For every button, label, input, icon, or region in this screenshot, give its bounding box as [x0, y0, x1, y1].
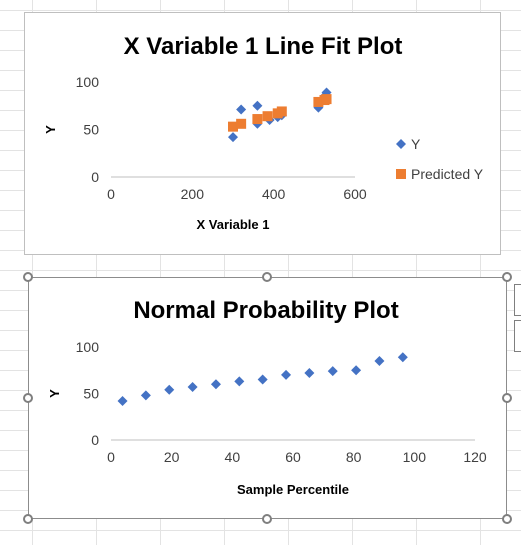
fit-series1-point	[236, 119, 246, 129]
npp-y-tick-label: 50	[83, 386, 99, 402]
npp-series0-point	[141, 390, 151, 400]
fit-legend-label: Y	[411, 136, 421, 152]
line-fit-plot-svg: X Variable 1 Line Fit Plot 0 50 100 0 200 400 6…	[25, 13, 502, 256]
fit-x-tick-label: 400	[262, 186, 286, 202]
resize-handle-left[interactable]	[23, 393, 33, 403]
fit-x-tick-label: 200	[181, 186, 205, 202]
fit-series1-point	[277, 106, 287, 116]
resize-handle-top-right[interactable]	[502, 272, 512, 282]
npp-series0-point	[374, 356, 384, 366]
line-fit-chart[interactable]: X Variable 1 Line Fit Plot 0 50 100 0 200 400 6…	[24, 12, 501, 255]
npp-y-tick-label: 100	[76, 339, 100, 355]
resize-handle-bottom-right[interactable]	[502, 514, 512, 524]
fit-x-axis-title: X Variable 1	[197, 217, 270, 232]
npp-series0-point	[281, 370, 291, 380]
fit-y-tick-label: 0	[91, 169, 99, 185]
npp-series0-point	[351, 365, 361, 375]
fit-series0-point	[236, 105, 246, 115]
fit-series1-point	[252, 114, 262, 124]
resize-handle-top-left[interactable]	[23, 272, 33, 282]
npp-x-tick-label: 100	[403, 449, 427, 465]
fit-title: X Variable 1 Line Fit Plot	[124, 33, 403, 60]
npp-series0-point	[258, 375, 268, 385]
fit-y-tick-label: 100	[76, 74, 100, 90]
fit-legend-marker	[396, 169, 406, 179]
fit-x-tick-label: 0	[107, 186, 115, 202]
fit-legend-label: Predicted Y	[411, 166, 484, 182]
fit-series1-point	[263, 111, 273, 121]
normal-probability-chart[interactable]: Normal Probability Plot 0 50 100 0 20 40 60 80 10…	[28, 277, 507, 519]
resize-handle-top[interactable]	[262, 272, 272, 282]
npp-series0-point	[164, 385, 174, 395]
fit-x-tick-label: 600	[343, 186, 367, 202]
chart-styles-button[interactable]	[514, 320, 521, 352]
npp-series0-point	[328, 366, 338, 376]
npp-x-tick-label: 120	[463, 449, 487, 465]
npp-series0-point	[398, 352, 408, 362]
npp-x-tick-label: 80	[346, 449, 362, 465]
npp-title: Normal Probability Plot	[133, 297, 398, 324]
npp-y-tick-label: 0	[91, 432, 99, 448]
npp-y-axis-title: Y	[47, 389, 62, 398]
chart-elements-button[interactable]	[514, 284, 521, 316]
fit-y-tick-label: 50	[83, 122, 99, 138]
npp-series0-point	[188, 382, 198, 392]
fit-series0-point	[252, 101, 262, 111]
npp-x-tick-label: 20	[164, 449, 180, 465]
fit-series1-point	[322, 94, 332, 104]
npp-series0-point	[211, 379, 221, 389]
resize-handle-bottom-left[interactable]	[23, 514, 33, 524]
normal-probability-plot-svg: Normal Probability Plot 0 50 100 0 20 40 60 80 10…	[29, 278, 508, 520]
npp-series0-point	[304, 368, 314, 378]
fit-legend-marker	[396, 139, 406, 149]
resize-handle-bottom[interactable]	[262, 514, 272, 524]
npp-x-tick-label: 0	[107, 449, 115, 465]
npp-x-axis-title: Sample Percentile	[237, 482, 349, 497]
npp-series0-point	[234, 376, 244, 386]
npp-series0-point	[118, 396, 128, 406]
resize-handle-right[interactable]	[502, 393, 512, 403]
npp-x-tick-label: 40	[225, 449, 241, 465]
fit-y-axis-title: Y	[43, 125, 58, 134]
npp-x-tick-label: 60	[285, 449, 301, 465]
fit-series0-point	[228, 132, 238, 142]
